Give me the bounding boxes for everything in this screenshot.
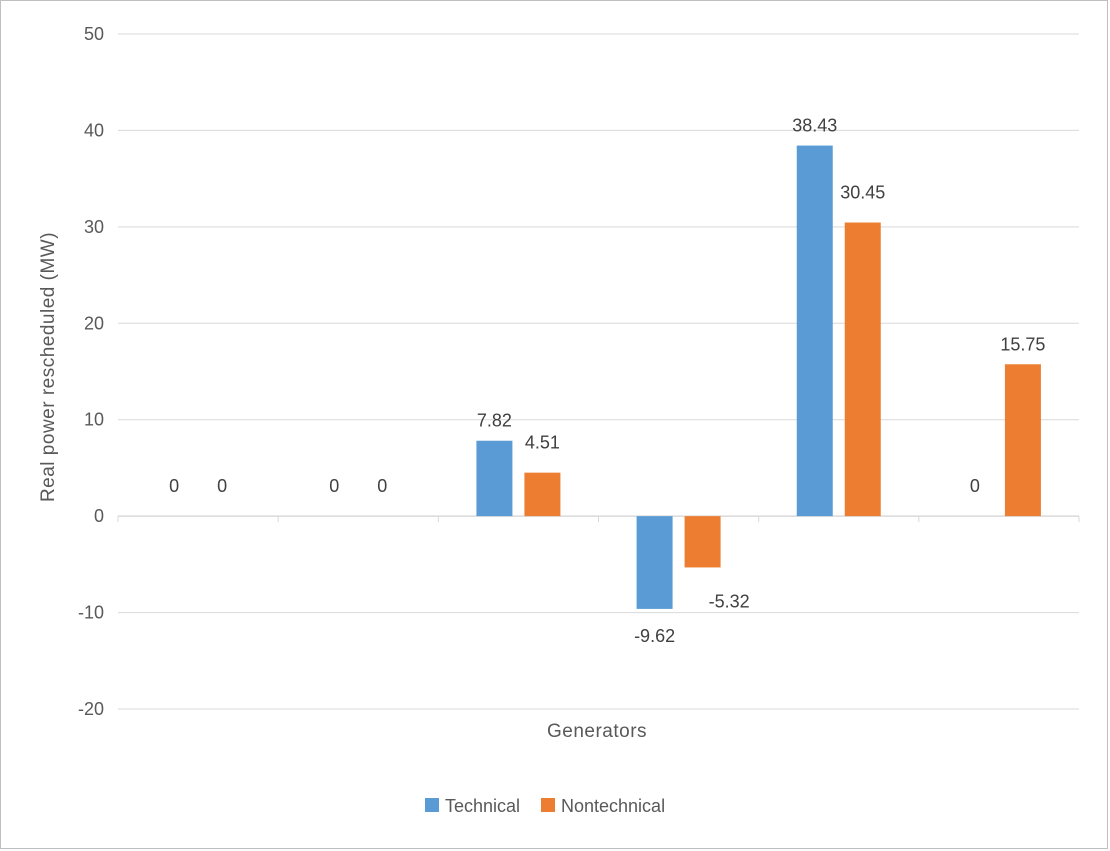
y-tick-label: 40 bbox=[84, 120, 104, 140]
bar-technical-4 bbox=[636, 516, 673, 609]
legend-label-technical: Technical bbox=[445, 796, 520, 816]
y-tick-labels: 50 40 30 20 10 0 -10 -20 bbox=[78, 24, 104, 719]
bar-technical-3 bbox=[476, 440, 513, 517]
legend-swatch-technical bbox=[425, 798, 439, 812]
bars bbox=[476, 145, 1041, 609]
data-label-nontechnical-5: 30.45 bbox=[840, 183, 885, 203]
y-tick-label: 30 bbox=[84, 217, 104, 237]
data-label-technical-3: 7.82 bbox=[477, 411, 512, 431]
data-label-nontechnical-3: 4.51 bbox=[525, 433, 560, 453]
data-label-technical-5: 38.43 bbox=[792, 116, 837, 136]
data-label-nontechnical-6: 15.75 bbox=[1000, 334, 1045, 354]
y-tick-label: 50 bbox=[84, 24, 104, 44]
bar-nontechnical-5 bbox=[844, 222, 881, 517]
data-label-technical-4: -9.62 bbox=[634, 626, 675, 646]
y-tick-label: 10 bbox=[84, 410, 104, 430]
data-label-nontechnical-1: 0 bbox=[217, 476, 227, 496]
x-axis-title: Generators bbox=[547, 721, 647, 742]
y-axis-title: Real power rescheduled (MW) bbox=[38, 232, 59, 502]
data-labels: 0 0 7.82 -9.62 38.43 0 0 0 4.51 -5.32 30.45 15.75 bbox=[169, 116, 1045, 646]
bar-nontechnical-6 bbox=[1004, 364, 1041, 517]
bar-nontechnical-3 bbox=[524, 472, 561, 517]
bar-technical-5 bbox=[796, 145, 833, 517]
y-tick-label: -10 bbox=[78, 603, 104, 623]
y-tick-label: 0 bbox=[94, 506, 104, 526]
legend: Technical Nontechnical bbox=[425, 796, 665, 816]
gridlines bbox=[117, 33, 1080, 710]
legend-label-nontechnical: Nontechnical bbox=[561, 796, 665, 816]
y-tick-label: -20 bbox=[78, 699, 104, 719]
data-label-nontechnical-4: -5.32 bbox=[709, 591, 750, 611]
data-label-technical-2: 0 bbox=[329, 476, 339, 496]
data-label-technical-1: 0 bbox=[169, 476, 179, 496]
bar-nontechnical-4 bbox=[684, 516, 721, 568]
data-label-technical-6: 0 bbox=[970, 476, 980, 496]
data-label-nontechnical-2: 0 bbox=[377, 476, 387, 496]
y-tick-label: 20 bbox=[84, 313, 104, 333]
legend-swatch-nontechnical bbox=[541, 798, 555, 812]
